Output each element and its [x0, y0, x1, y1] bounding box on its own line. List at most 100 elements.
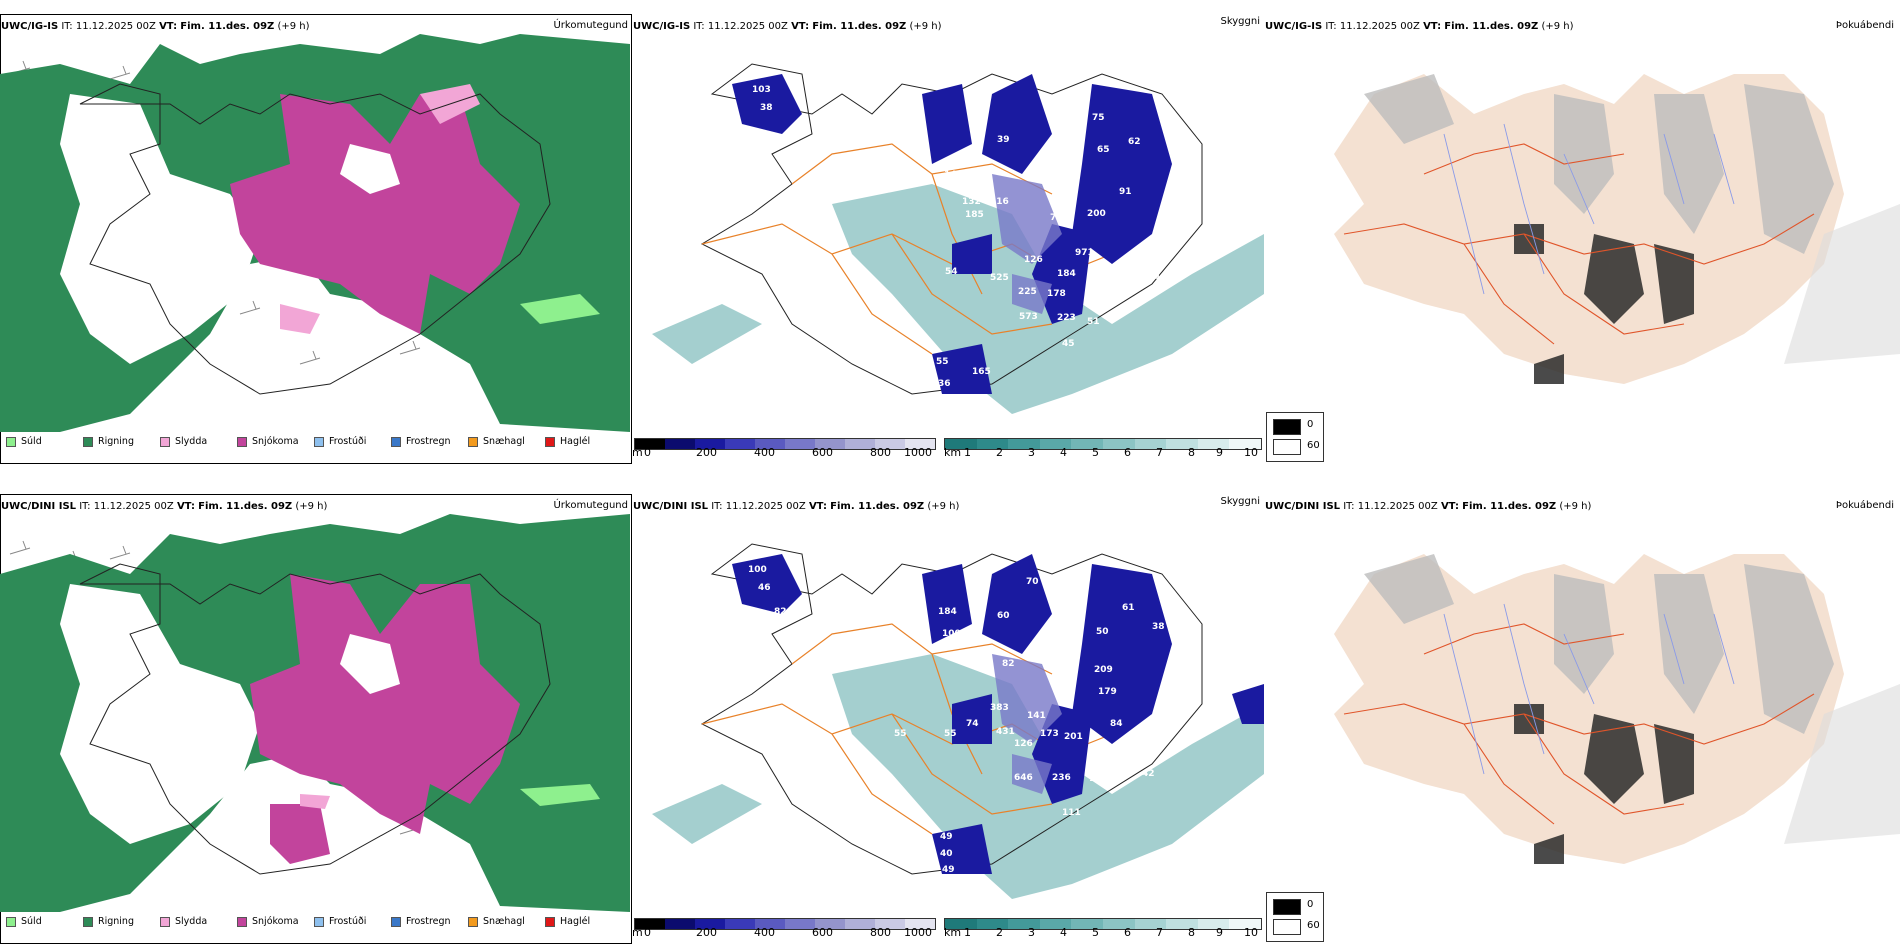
ceiling-value: 70 [764, 173, 777, 183]
legend-item: Haglél [545, 916, 622, 927]
colorbar-segment [905, 439, 935, 449]
low-vis-field [652, 654, 1264, 899]
ceiling-value: 209 [1094, 665, 1113, 675]
fog-legend-swatch-low [1273, 439, 1301, 455]
ceiling-value: 78 [1050, 213, 1063, 223]
colorbar-segment [976, 439, 1009, 449]
precip-type-panel-top: UWC/IG-IS IT: 11.12.2025 00Z VT: Fim. 11… [0, 0, 632, 470]
ceiling-value: 38 [1152, 622, 1165, 632]
ceiling-value: 383 [990, 703, 1009, 713]
colorbar-segment [1134, 439, 1167, 449]
legend-item: Slydda [160, 916, 237, 927]
colorbar-segment [665, 919, 695, 929]
roads [1343, 623, 1815, 825]
fog-legend-bottom: 0 60 [1266, 892, 1324, 942]
ceiling-value: 43 [1176, 161, 1189, 171]
ceiling-value: 46 [1154, 273, 1167, 283]
legend-item: Snæhagl [468, 916, 545, 927]
legend-item: Snjókoma [237, 916, 314, 927]
mid-ceiling-area [992, 174, 1062, 314]
colorbar-segment [725, 439, 755, 449]
legend-item: Slydda [160, 436, 237, 447]
low-vis-field [652, 184, 1264, 414]
model-name: UWC/IG-IS [1, 21, 59, 32]
rivers [1443, 123, 1735, 295]
visibility-map: 100 46 50 82 184 100 60 70 82 61 50 38 4… [652, 543, 1264, 899]
ceiling-value: 573 [1019, 312, 1038, 322]
precip-legend: Súld Rigning Slydda Snjókoma Frostúði Fr… [6, 916, 622, 927]
ceiling-value: 82 [774, 607, 787, 617]
ceiling-value: 111 [1062, 808, 1081, 818]
white-gap [60, 94, 260, 364]
ceiling-value: 82 [1002, 659, 1015, 669]
ceiling-value: 225 [1018, 287, 1037, 297]
colorbar-segment [875, 919, 905, 929]
panel-header: UWC/DINI ISL IT: 11.12.2025 00Z VT: Fim.… [633, 501, 960, 512]
roads [1343, 143, 1815, 345]
ceiling-value: 29 [1107, 283, 1120, 293]
init-time: 11.12.2025 00Z [725, 501, 806, 512]
init-time: 11.12.2025 00Z [93, 501, 174, 512]
lead-time: (+9 h) [1541, 21, 1574, 32]
colorbar-segment [1071, 439, 1103, 449]
coastline [79, 83, 551, 395]
ceiling-value: 61 [1122, 603, 1135, 613]
ceiling-value: 103 [752, 85, 771, 95]
ceiling-value: 60 [997, 611, 1010, 621]
visibility-panel-top: UWC/IG-IS IT: 11.12.2025 00Z VT: Fim. 11… [632, 0, 1264, 470]
ceiling-value: 184 [1057, 269, 1076, 279]
valid-time: Fim. 11.des. 09Z [180, 21, 275, 32]
sleet-area [300, 794, 330, 809]
init-time: 11.12.2025 00Z [707, 21, 788, 32]
legend-swatch [545, 916, 555, 927]
offshore-fog [1784, 684, 1900, 844]
ceiling-value: 54 [945, 267, 958, 277]
island-outline [700, 63, 1203, 395]
ceiling-value: 185 [965, 210, 984, 220]
colorbar-segment [845, 439, 875, 449]
fog-legend-top: 0 60 [1266, 412, 1324, 462]
ceiling-value: 50 [724, 612, 737, 622]
colorbar-segment [725, 919, 755, 929]
ceiling-value: 223 [1057, 313, 1076, 323]
low-ceiling-area [732, 74, 1172, 394]
lead-time: (+9 h) [277, 21, 310, 32]
ceiling-value-labels: 100 46 50 82 184 100 60 70 82 61 50 38 4… [724, 565, 1201, 875]
ceiling-value: 49 [1186, 631, 1199, 641]
legend-swatch [468, 916, 478, 927]
snow-area [230, 94, 520, 334]
ceiling-value: 49 [940, 832, 953, 842]
sleet-area [280, 84, 480, 334]
ceiling-value: 525 [990, 273, 1009, 283]
visibility-map: 103 56 38 48 65 70 75 62 39 149 132 185 … [652, 63, 1264, 414]
legend-swatch [237, 916, 247, 927]
model-name: UWC/IG-IS [1265, 21, 1323, 32]
model-name: UWC/IG-IS [633, 21, 691, 32]
legend-item: Súld [6, 916, 83, 927]
ceiling-value: 89 [911, 367, 924, 377]
colorbar-segment [1102, 919, 1135, 929]
ceiling-value: 46 [758, 583, 771, 593]
ceiling-value: 42 [1142, 769, 1155, 779]
ceiling-value: 201 [1064, 732, 1083, 742]
colorbar-segment [1008, 439, 1040, 449]
ceiling-value: 84 [1110, 719, 1123, 729]
fog-legend-swatch-high [1273, 899, 1301, 915]
legend-swatch [314, 436, 324, 447]
init-time: 11.12.2025 00Z [1357, 501, 1438, 512]
legend-swatch [6, 916, 16, 927]
mid-ceiling-area [992, 654, 1062, 794]
fog-field-dark [1514, 704, 1694, 864]
colorbar-segment [945, 439, 977, 449]
valid-time: Fim. 11.des. 09Z [830, 501, 925, 512]
rivers [1443, 603, 1735, 775]
valid-time: Fim. 11.des. 09Z [1444, 21, 1539, 32]
ceiling-value: 50 [1096, 627, 1109, 637]
ceiling-value: 39 [997, 135, 1010, 145]
ceiling-value: 200 [1087, 209, 1106, 219]
ceiling-value: 89 [1042, 647, 1055, 657]
fog-field-dark [1514, 224, 1694, 384]
fog-map [1334, 74, 1900, 384]
valid-time: Fim. 11.des. 09Z [1462, 501, 1557, 512]
ceiling-value: 44 [1182, 199, 1195, 209]
